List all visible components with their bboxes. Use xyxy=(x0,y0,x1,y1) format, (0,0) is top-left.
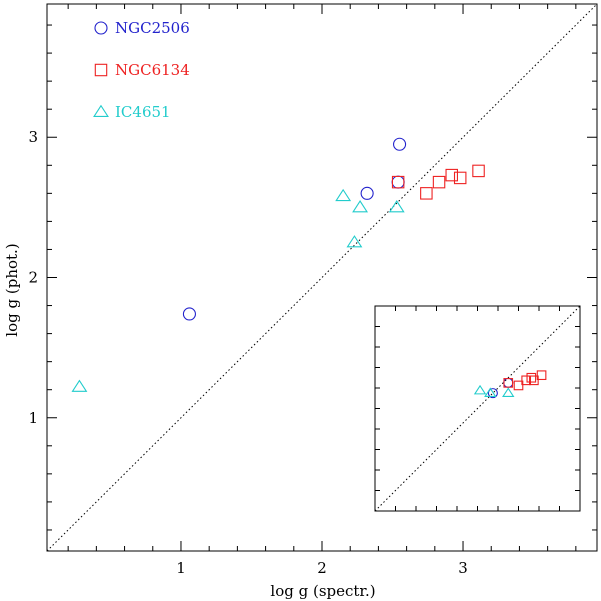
data-point-ngc2506 xyxy=(393,137,407,151)
inset-point-ngc6134 xyxy=(529,375,539,386)
data-point-ngc6134 xyxy=(472,164,485,178)
inset-point-ngc6134 xyxy=(503,378,514,388)
inset-point-ic4651 xyxy=(484,387,497,397)
x-axis-title: log g (spectr.) xyxy=(270,582,375,600)
legend-label-ngc6134: NGC6134 xyxy=(115,61,190,79)
inset-one-to-one-line xyxy=(374,305,581,512)
inset-point-ngc2506 xyxy=(487,388,498,399)
inset-point-ngc6134 xyxy=(521,375,532,386)
legend-label-ic4651: IC4651 xyxy=(115,103,171,121)
inset-point-ngc6134 xyxy=(513,380,524,391)
data-point-ngc6134 xyxy=(432,175,446,189)
data-point-ic4651 xyxy=(388,200,405,213)
data-point-ic4651 xyxy=(335,188,352,202)
inset-point-ngc6134 xyxy=(526,372,537,383)
data-point-ngc6134 xyxy=(420,187,433,200)
inset-point-ic4651 xyxy=(502,387,515,397)
x-tick-label: 2 xyxy=(317,559,327,577)
inset-point-ngc6134 xyxy=(536,370,547,381)
inset-plot xyxy=(374,305,581,512)
data-point-ngc6134 xyxy=(453,171,467,185)
x-tick-label: 1 xyxy=(176,559,186,577)
x-tick-label: 3 xyxy=(458,559,468,577)
data-point-ngc2506 xyxy=(391,175,405,189)
legend-marker-ic4651 xyxy=(93,104,109,117)
data-point-ic4651 xyxy=(71,379,88,392)
data-point-ngc2506 xyxy=(182,307,196,321)
data-point-ic4651 xyxy=(346,235,363,248)
data-point-ngc6134 xyxy=(391,175,405,189)
legend-marker-ngc6134 xyxy=(94,63,108,77)
y-tick-label: 1 xyxy=(28,409,38,427)
one-to-one-line xyxy=(46,3,598,552)
data-point-ngc6134 xyxy=(445,168,458,182)
main-plot: 1 2 3 1 2 3 NGC2506 NGC6134 IC4651 xyxy=(28,3,598,577)
data-point-ngc2506 xyxy=(360,186,374,200)
y-tick-label: 3 xyxy=(28,128,38,146)
y-axis-title: log g (phot.) xyxy=(3,243,21,336)
data-point-ic4651 xyxy=(352,200,369,213)
y-tick-label: 2 xyxy=(28,269,38,287)
legend-marker-ngc2506 xyxy=(94,21,108,35)
legend-label-ngc2506: NGC2506 xyxy=(115,19,190,37)
inset-point-ic4651 xyxy=(473,384,487,395)
